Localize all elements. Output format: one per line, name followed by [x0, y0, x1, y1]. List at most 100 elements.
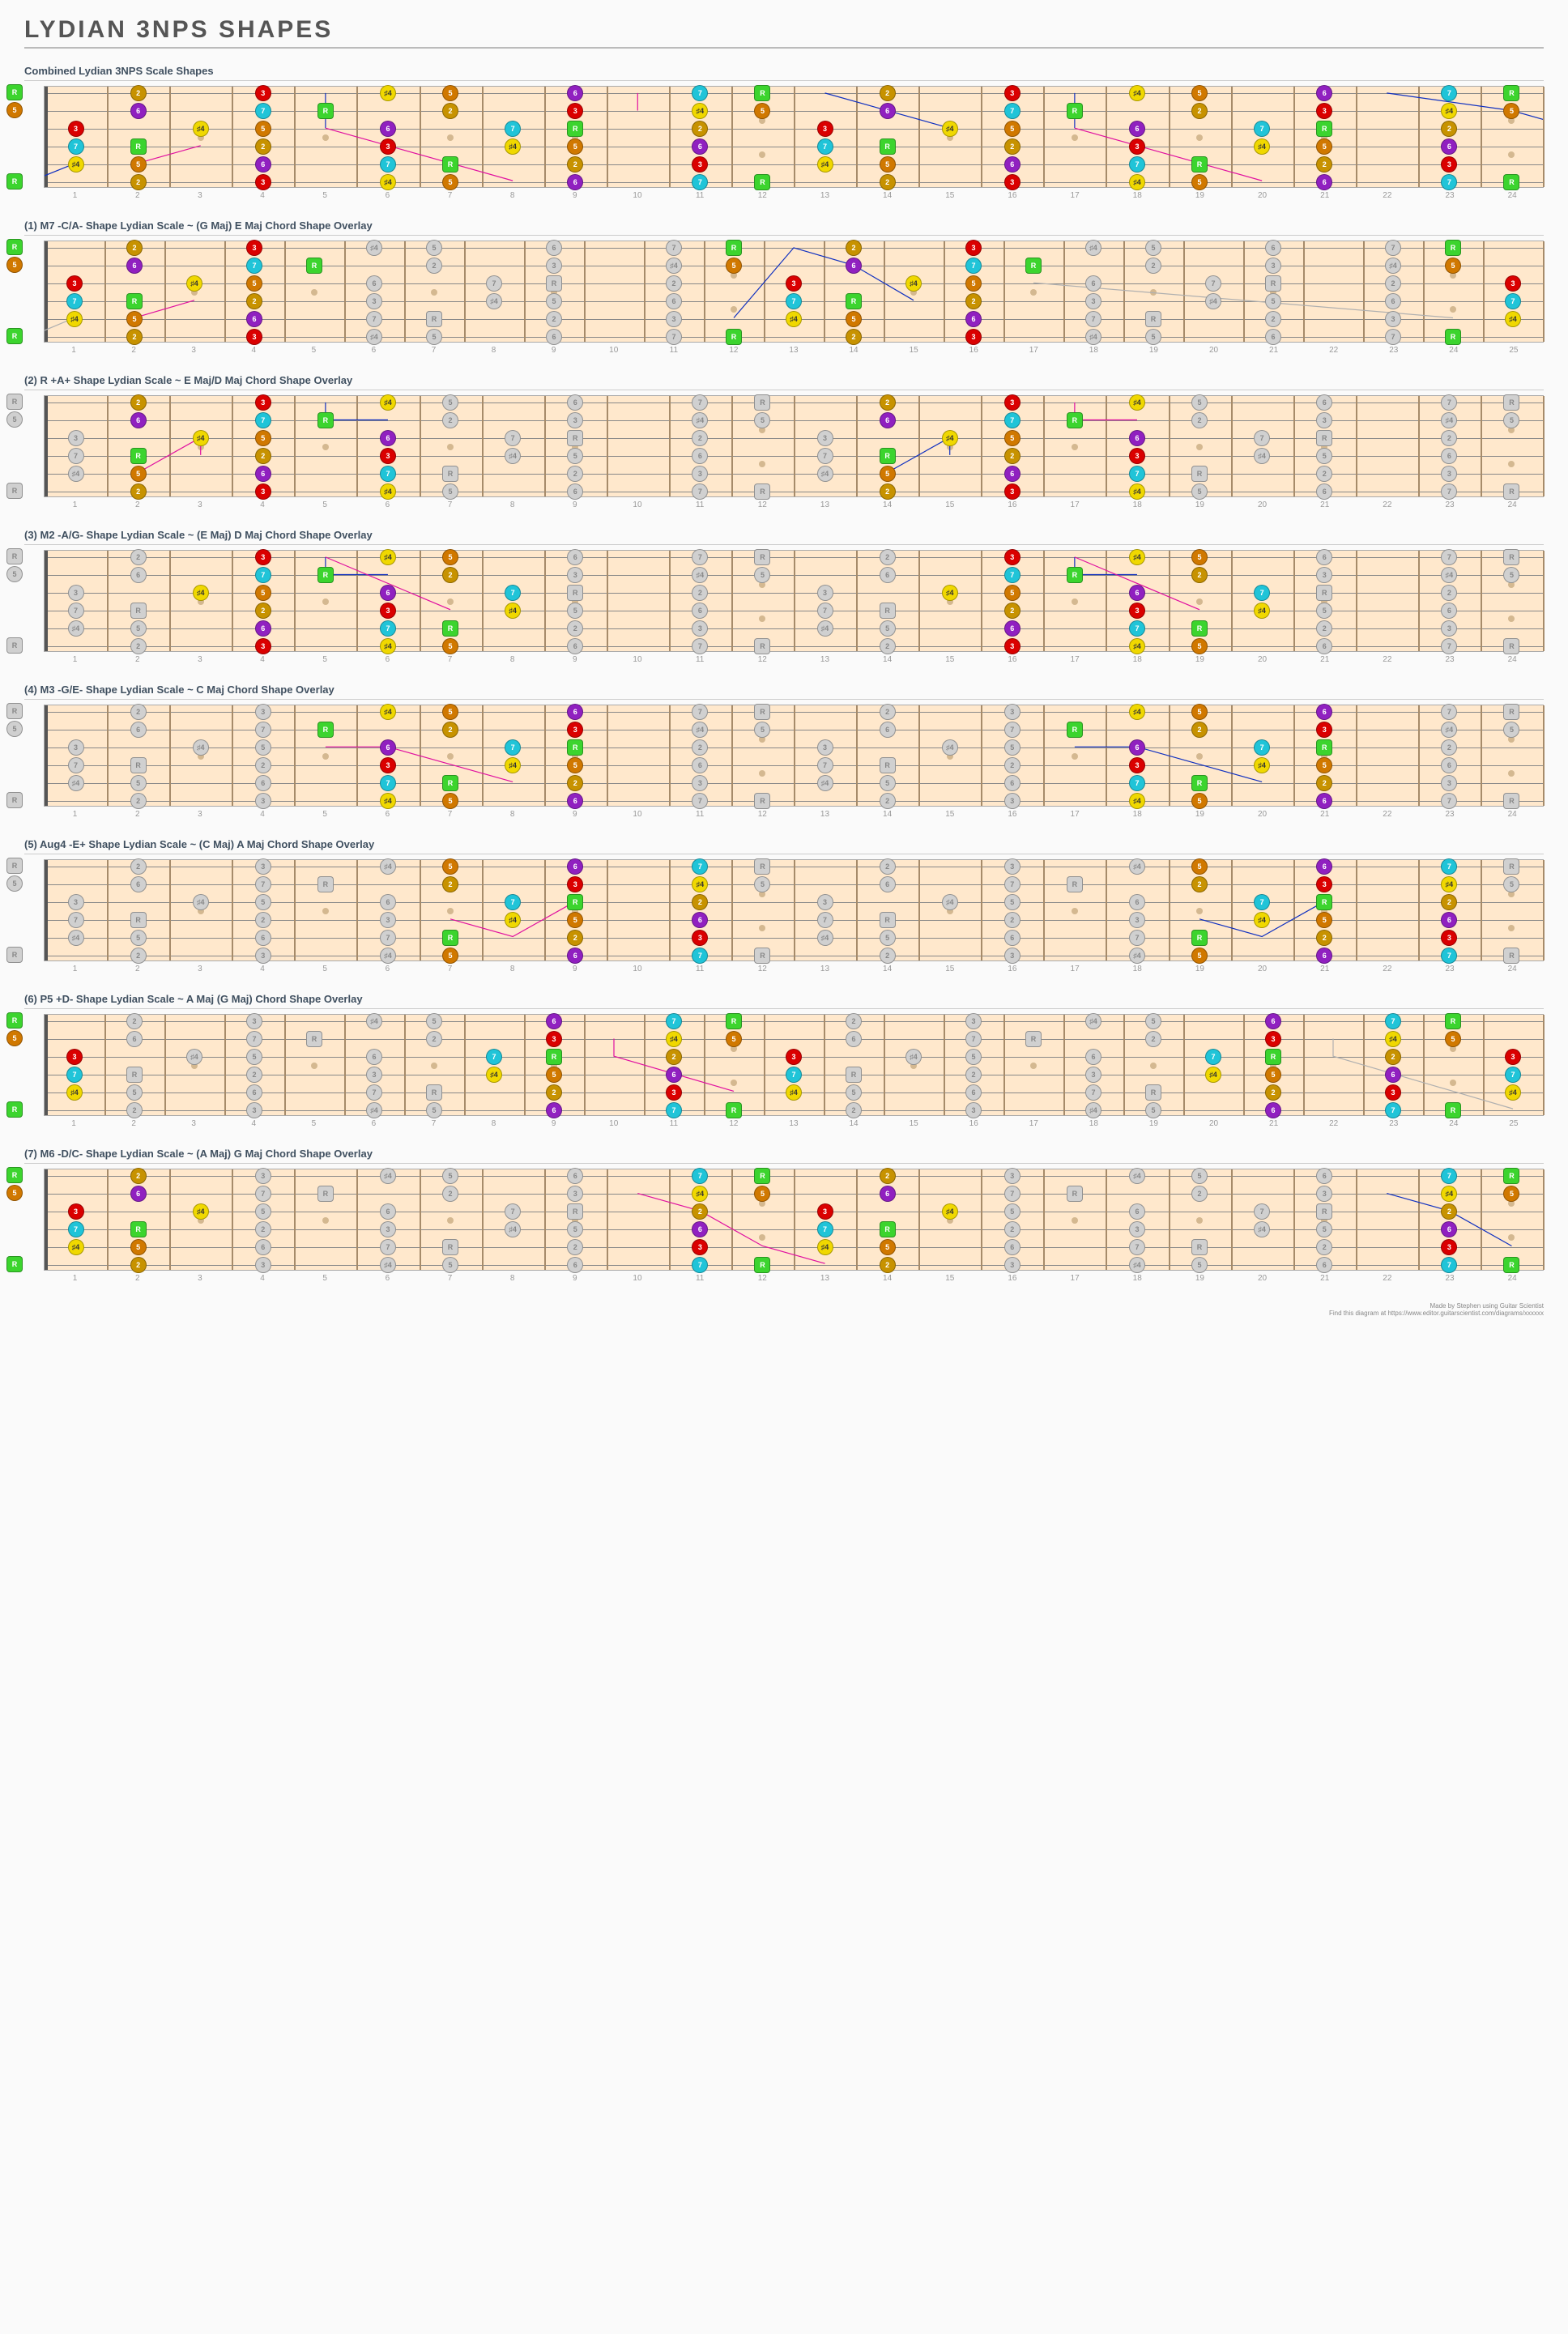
note-3: 3: [1004, 858, 1020, 875]
fretboard-section: (5) Aug4 -E+ Shape Lydian Scale ~ (C Maj…: [24, 838, 1544, 973]
note-5: 5: [880, 466, 896, 482]
note-5: 5: [846, 1084, 862, 1101]
note-6: 6: [1265, 1102, 1281, 1118]
note-2: 2: [880, 483, 896, 500]
note-a4: ♯4: [66, 311, 83, 327]
note-R: R: [754, 858, 770, 875]
note-5: 5: [130, 775, 147, 791]
note-3: 3: [255, 174, 271, 190]
note-5: 5: [1445, 1031, 1461, 1047]
note-7: 7: [1129, 775, 1145, 791]
note-3: 3: [965, 1102, 982, 1118]
note-7: 7: [1205, 275, 1221, 292]
note-a4: ♯4: [1254, 912, 1270, 928]
note-a4: ♯4: [817, 466, 833, 482]
note-5: 5: [1004, 894, 1020, 910]
note-2: 2: [1385, 1049, 1401, 1065]
note-2: 2: [130, 85, 147, 101]
note-3: 3: [380, 603, 396, 619]
note-6: 6: [567, 638, 583, 654]
note-3: 3: [1004, 85, 1020, 101]
note-R: R: [726, 240, 742, 256]
note-R: R: [1145, 311, 1161, 327]
note-a4: ♯4: [692, 722, 708, 738]
note-3: 3: [68, 430, 84, 446]
note-7: 7: [66, 1067, 83, 1083]
fretboard: 23♯4567R23♯4567R67R23♯4567R23♯453♯4567R2…: [44, 859, 1544, 961]
note-2: 2: [1191, 567, 1208, 583]
note-7: 7: [505, 585, 521, 601]
note-5: 5: [442, 858, 458, 875]
note-7: 7: [692, 394, 708, 411]
note-5: 5: [246, 1049, 262, 1065]
note-6: 6: [255, 775, 271, 791]
note-7: 7: [817, 757, 833, 773]
note-7: 7: [817, 912, 833, 928]
note-R: R: [442, 620, 458, 637]
note-a4: ♯4: [1129, 174, 1145, 190]
note-6: 6: [1441, 757, 1457, 773]
note-3: 3: [255, 793, 271, 809]
note-7: 7: [255, 567, 271, 583]
note-2: 2: [1316, 775, 1332, 791]
note-2: 2: [1265, 1084, 1281, 1101]
note-6: 6: [1129, 894, 1145, 910]
note-7: 7: [380, 930, 396, 946]
note-a4: ♯4: [68, 156, 84, 172]
note-7: 7: [1129, 620, 1145, 637]
note-5: 5: [1265, 1067, 1281, 1083]
note-2: 2: [130, 483, 147, 500]
note-R: R: [442, 930, 458, 946]
note-3: 3: [1085, 1067, 1101, 1083]
note-6: 6: [380, 430, 396, 446]
note-R: R: [1145, 1084, 1161, 1101]
note-5: 5: [442, 85, 458, 101]
note-7: 7: [380, 775, 396, 791]
note-R: R: [754, 1168, 770, 1184]
note-3: 3: [255, 858, 271, 875]
note-7: 7: [1254, 121, 1270, 137]
note-R: R: [567, 121, 583, 137]
fret-numbers: 123456789101112131415161718192021222324: [24, 191, 1544, 200]
note-3: 3: [255, 85, 271, 101]
note-2: 2: [546, 1084, 562, 1101]
note-6: 6: [366, 1049, 382, 1065]
section-title: (4) M3 -G/E- Shape Lydian Scale ~ C Maj …: [24, 684, 1544, 700]
open-note-R: R: [6, 1101, 23, 1118]
note-2: 2: [846, 329, 862, 345]
note-a4: ♯4: [1129, 483, 1145, 500]
note-a4: ♯4: [486, 1067, 502, 1083]
note-2: 2: [130, 1168, 147, 1184]
note-3: 3: [1004, 1168, 1020, 1184]
note-R: R: [1445, 1102, 1461, 1118]
note-5: 5: [880, 930, 896, 946]
open-note-R: R: [6, 703, 23, 719]
note-6: 6: [1316, 549, 1332, 565]
note-2: 2: [1004, 603, 1020, 619]
note-R: R: [567, 894, 583, 910]
note-2: 2: [442, 103, 458, 119]
note-7: 7: [1441, 394, 1457, 411]
note-R: R: [567, 430, 583, 446]
note-7: 7: [1441, 704, 1457, 720]
note-3: 3: [1004, 394, 1020, 411]
note-R: R: [1265, 1049, 1281, 1065]
note-a4: ♯4: [68, 930, 84, 946]
note-2: 2: [880, 1257, 896, 1273]
note-R: R: [306, 1031, 322, 1047]
note-a4: ♯4: [1385, 1031, 1401, 1047]
note-2: 2: [692, 121, 708, 137]
open-note-R: R: [6, 483, 23, 499]
note-7: 7: [255, 103, 271, 119]
note-7: 7: [505, 121, 521, 137]
note-2: 2: [130, 948, 147, 964]
note-3: 3: [965, 1013, 982, 1029]
note-7: 7: [486, 275, 502, 292]
section-title: (1) M7 -C/A- Shape Lydian Scale ~ (G Maj…: [24, 219, 1544, 236]
note-3: 3: [817, 1203, 833, 1220]
note-6: 6: [1085, 1049, 1101, 1065]
note-2: 2: [965, 293, 982, 309]
note-R: R: [754, 174, 770, 190]
note-5: 5: [1503, 103, 1519, 119]
note-5: 5: [754, 722, 770, 738]
